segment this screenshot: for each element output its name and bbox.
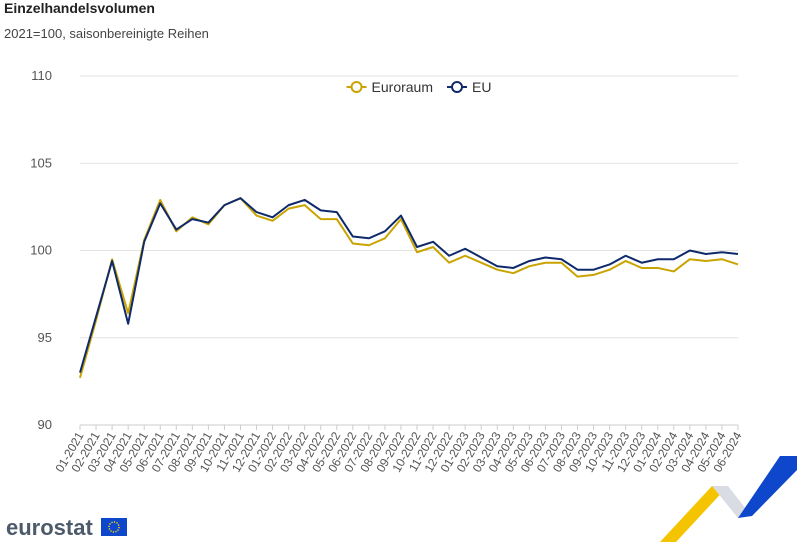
y-tick-label: 95 <box>38 330 52 345</box>
legend-label: EU <box>472 79 491 95</box>
legend-label: Euroraum <box>372 79 433 95</box>
eu-flag <box>101 518 127 536</box>
y-tick-label: 105 <box>30 155 52 170</box>
series-line <box>79 197 739 379</box>
swoosh-grey <box>712 486 750 518</box>
swoosh-yellow <box>660 486 728 542</box>
logo: eurostat <box>6 515 127 540</box>
decoration <box>660 456 797 542</box>
legend-item: EU <box>447 79 491 95</box>
series-line <box>79 197 739 373</box>
legend-marker <box>451 81 464 93</box>
y-tick-label: 110 <box>31 68 52 83</box>
y-tick-label: 90 <box>38 417 52 432</box>
chart-subtitle: 2021=100, saisonbereinigte Reihen <box>4 26 209 41</box>
swoosh-blue <box>738 456 797 518</box>
logo-text: eurostat <box>6 515 93 540</box>
legend: Euroraum EU <box>346 79 491 95</box>
y-tick-label: 100 <box>30 243 52 258</box>
legend-item: Euroraum <box>346 79 433 95</box>
eu-stars <box>108 521 120 533</box>
legend-marker <box>350 81 363 93</box>
chart-title: Einzelhandelsvolumen <box>4 0 155 16</box>
